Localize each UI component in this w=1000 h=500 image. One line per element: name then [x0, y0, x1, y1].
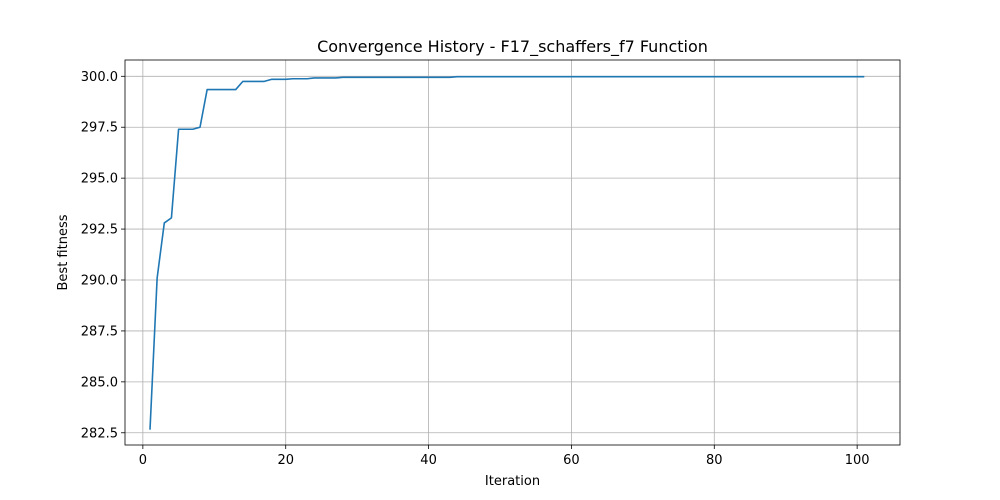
y-tick-label: 285.0	[81, 375, 118, 390]
x-tick-label: 80	[706, 453, 723, 468]
x-tick-label: 0	[139, 453, 147, 468]
ticks: 0 20 40 60 80 100 282.5 285.0 287.5 290.0 292.5 295…	[81, 70, 870, 468]
series-line	[149, 75, 865, 430]
y-tick-label: 287.5	[81, 324, 118, 339]
y-tick-label: 295.0	[81, 172, 118, 187]
x-tick-label: 20	[277, 453, 294, 468]
series-layer	[149, 75, 865, 430]
y-tick-label: 297.5	[81, 121, 118, 136]
grid	[125, 60, 900, 445]
y-tick-label: 282.5	[81, 426, 118, 441]
x-tick-label: 40	[420, 453, 437, 468]
x-tick-label: 100	[845, 453, 870, 468]
y-tick-label: 300.0	[81, 70, 118, 85]
y-tick-label: 292.5	[81, 223, 118, 238]
chart-title: Convergence History - F17_schaffers_f7 F…	[317, 37, 708, 57]
y-tick-label: 290.0	[81, 274, 118, 289]
x-tick-label: 60	[563, 453, 580, 468]
plot-frame	[124, 59, 901, 446]
y-axis-label: Best fitness	[56, 214, 71, 290]
x-axis-label: Iteration	[485, 474, 540, 489]
